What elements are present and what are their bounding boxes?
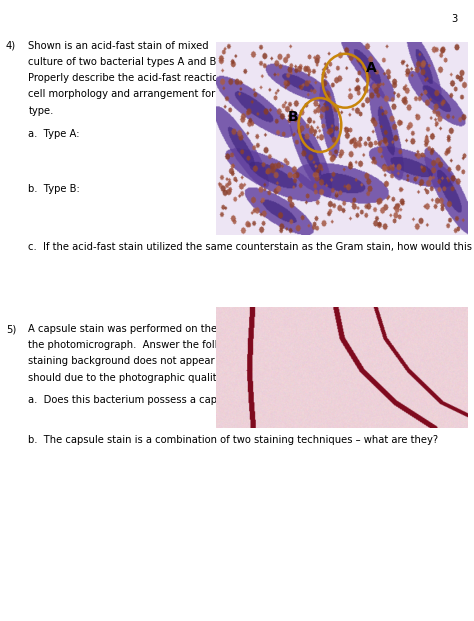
Text: 3: 3 [451,14,457,24]
Text: b.  Type B:: b. Type B: [28,184,80,194]
Text: 4): 4) [6,41,16,51]
Text: staining background does not appear as pinkish colored as it: staining background does not appear as p… [28,356,333,366]
Text: cell morphology and arrangement for each: cell morphology and arrangement for each [28,89,243,99]
Text: culture of two bacterial types A and B.: culture of two bacterial types A and B. [28,57,220,67]
Text: a.  Does this bacterium possess a capsule?  How do you know?: a. Does this bacterium possess a capsule… [28,395,343,405]
Text: B: B [288,110,299,124]
Text: Shown is an acid-fast stain of mixed: Shown is an acid-fast stain of mixed [28,41,209,51]
Text: a.  Type A:: a. Type A: [28,129,80,139]
Text: 5): 5) [6,324,16,334]
Text: A: A [366,61,377,76]
Text: c.  If the acid-fast stain utilized the same counterstain as the Gram stain, how: c. If the acid-fast stain utilized the s… [28,242,474,252]
Text: type.: type. [28,106,54,116]
Text: b.  The capsule stain is a combination of two staining techniques – what are the: b. The capsule stain is a combination of… [28,435,438,445]
Text: the photomicrograph.  Answer the following.  (Note: the: the photomicrograph. Answer the followin… [28,340,307,350]
Text: should due to the photographic quality.): should due to the photographic quality.) [28,373,228,383]
Text: A capsule stain was performed on the bacterial strain shown in: A capsule stain was performed on the bac… [28,324,344,334]
Text: Properly describe the acid-fast reaction,: Properly describe the acid-fast reaction… [28,73,228,83]
